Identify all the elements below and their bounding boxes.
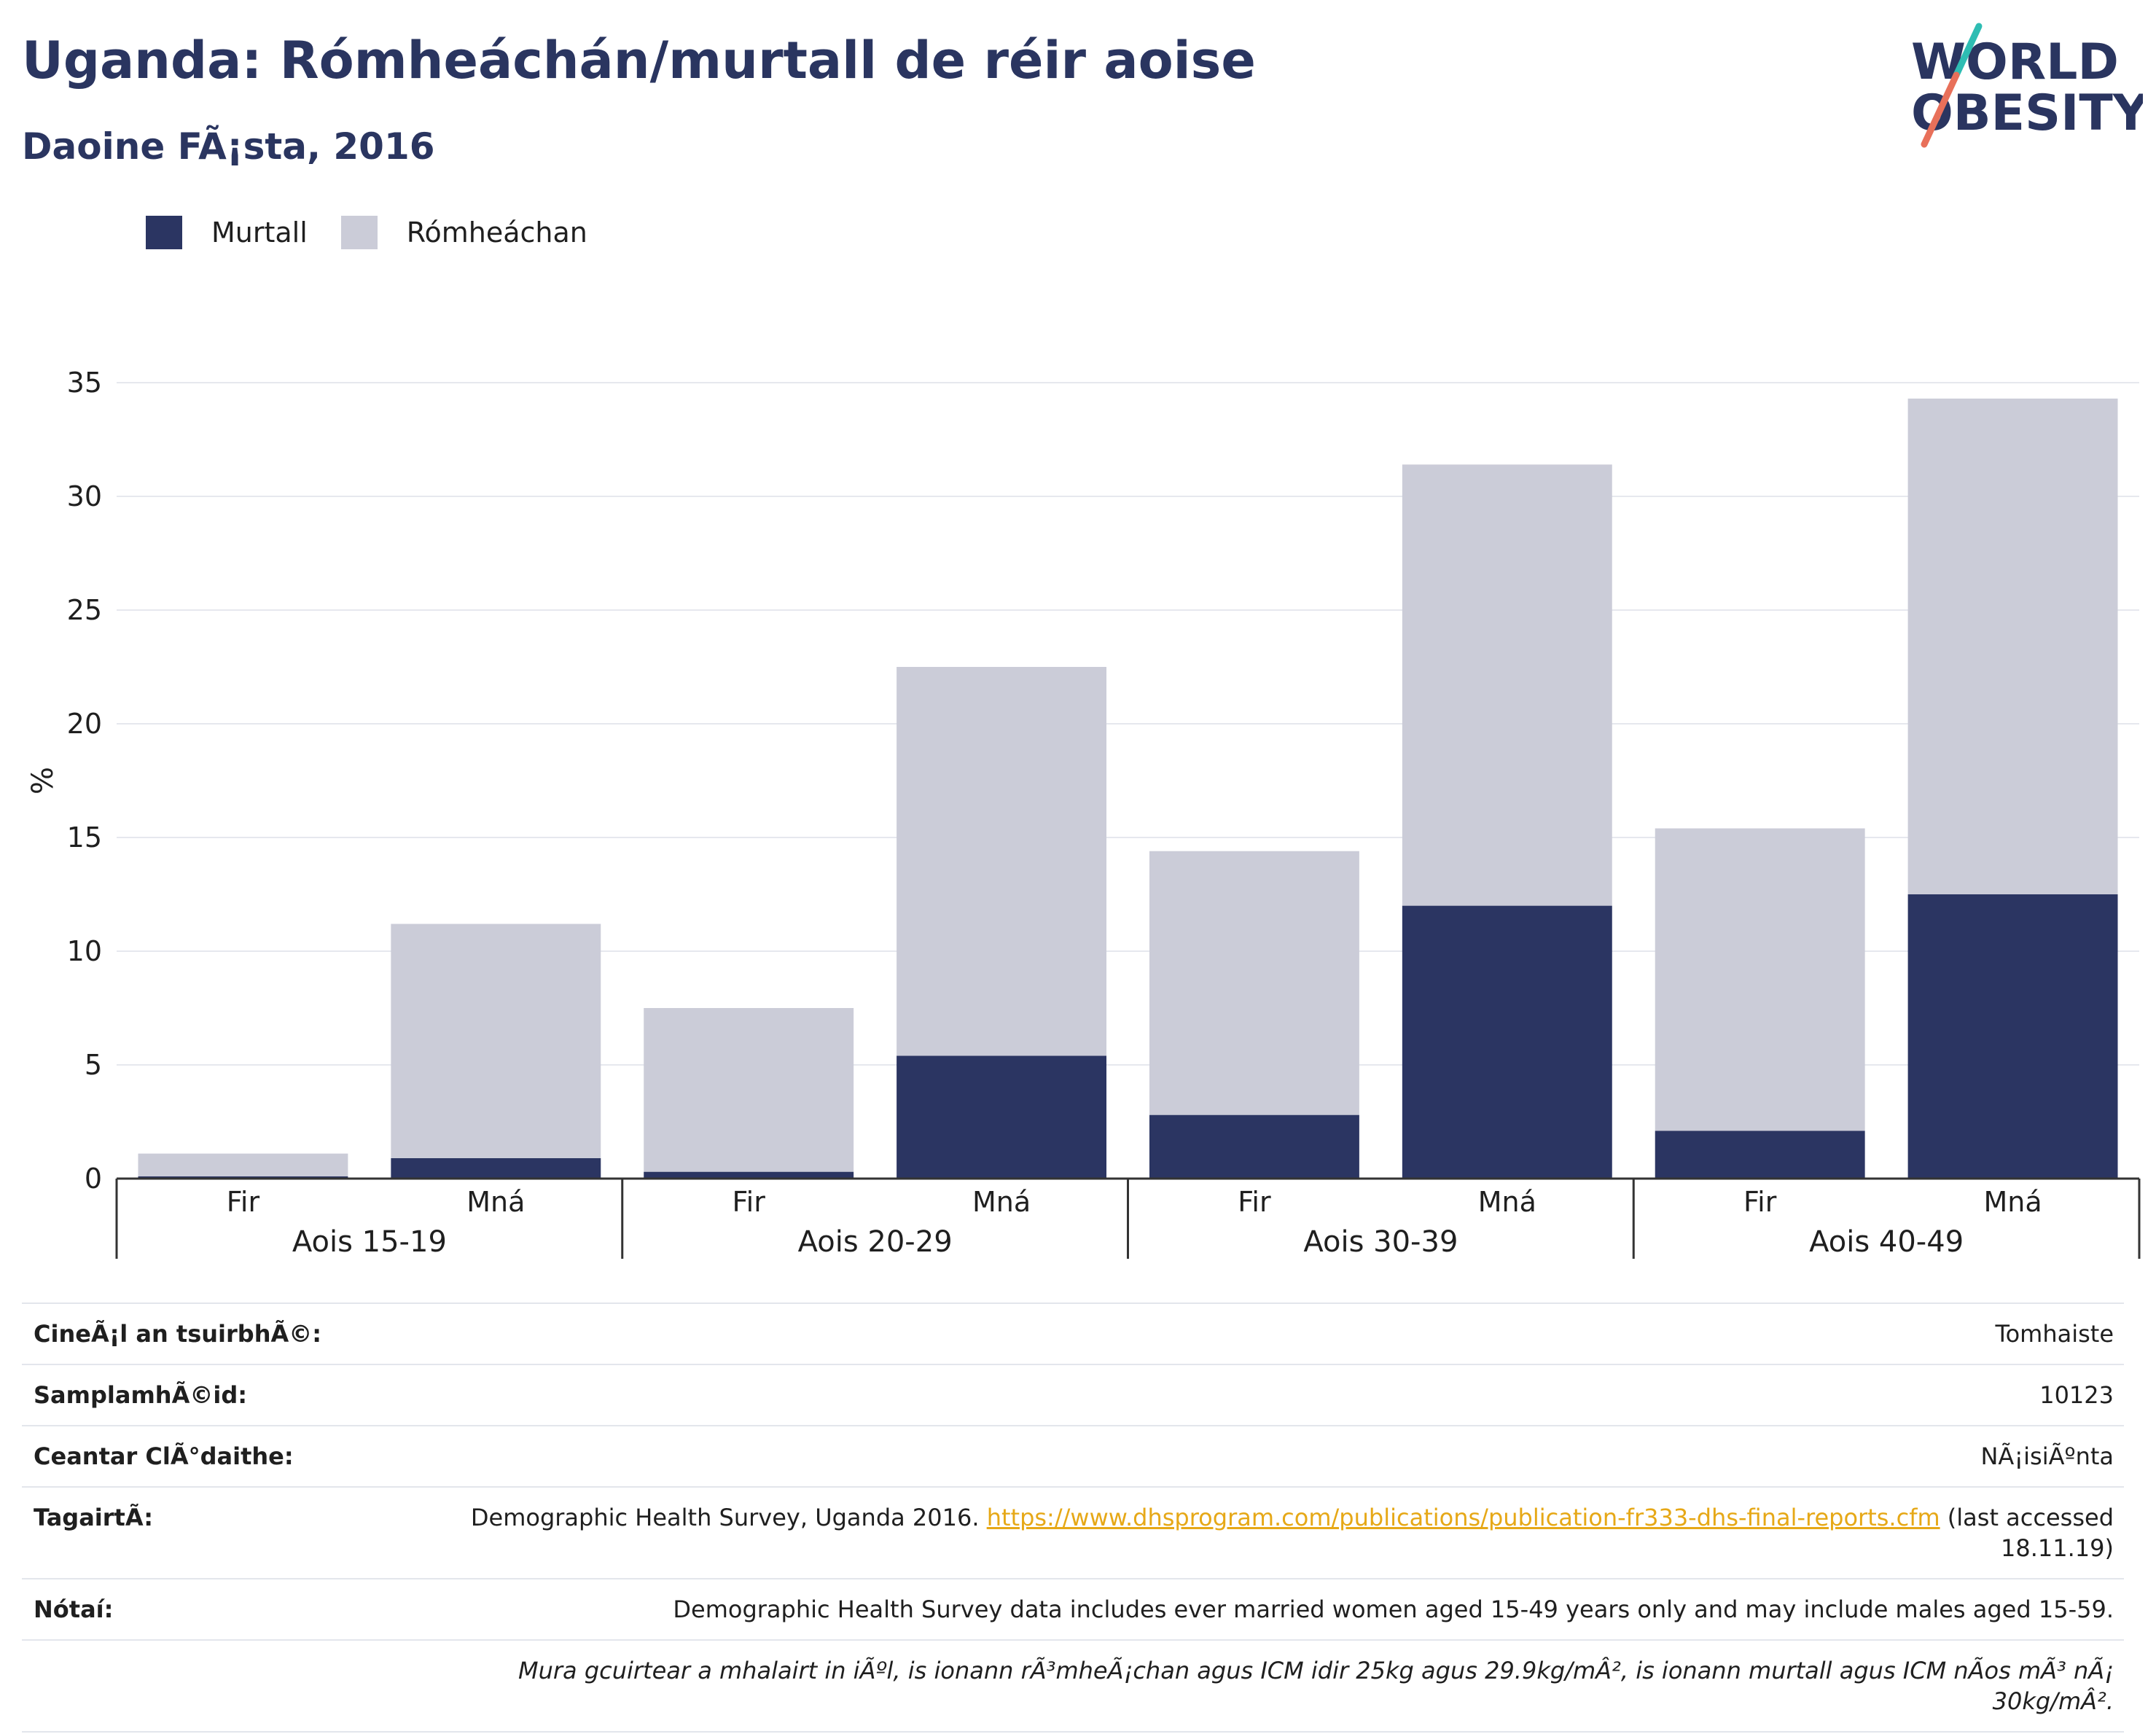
reference-link[interactable]: https://www.dhsprogram.com/publications/…	[986, 1504, 1940, 1531]
y-tick-label: 20	[67, 708, 102, 740]
bar-romheachan	[138, 1153, 348, 1176]
meta-definition: Mura gcuirtear a mhalairt in iÃºl, is io…	[452, 1639, 2124, 1733]
legend-label-romheachan: Rómheáchan	[406, 216, 587, 249]
meta-label: Ceantar ClÃ°daithe:	[22, 1425, 452, 1487]
reference-suffix: (last accessed 18.11.19)	[1947, 1504, 2114, 1562]
meta-value: Demographic Health Survey, Uganda 2016. …	[452, 1486, 2124, 1579]
legend-swatch-murtall	[146, 216, 182, 249]
chart-title: Uganda: Rómheáchán/murtall de réir aoise	[22, 31, 1256, 90]
meta-row-sample-size: SamplamhÃ©id: 10123	[22, 1364, 2124, 1426]
logo-slash-coral	[1921, 71, 1960, 148]
y-tick-label: 15	[67, 821, 102, 854]
bar-chart: 0 5 10 15 20 25 30 35% Fir Mná Fir Mná Fir Mná Fir Mná A…	[26, 367, 2141, 1259]
y-tick-label: 0	[85, 1163, 102, 1195]
bar-murtall	[1149, 1114, 1359, 1179]
meta-label	[22, 1639, 452, 1733]
group-label: Aois 40-49	[1809, 1225, 1964, 1259]
meta-label: TagairtÃ:	[22, 1486, 452, 1579]
x-tick-label: Fir	[227, 1186, 260, 1218]
legend-item-romheachan[interactable]: Rómheáchan	[340, 216, 587, 249]
bar-murtall	[1907, 894, 2118, 1179]
legend-label-murtall: Murtall	[211, 216, 308, 249]
bar-romheachan	[1907, 398, 2118, 894]
meta-label: CineÃ¡l an tsuirbhÃ©:	[22, 1303, 452, 1364]
x-tick-label: Mná	[466, 1186, 525, 1218]
meta-row-notes: Nótaí: Demographic Health Survey data in…	[22, 1578, 2124, 1640]
bar-romheachan	[1655, 828, 1865, 1131]
x-tick-label: Mná	[1983, 1186, 2042, 1218]
bar-romheachan	[1402, 464, 1612, 906]
x-tick-label: Mná	[1478, 1186, 1536, 1218]
meta-label: Nótaí:	[22, 1578, 452, 1640]
y-tick-label: 30	[67, 480, 102, 512]
meta-row-definition: Mura gcuirtear a mhalairt in iÃºl, is io…	[22, 1639, 2124, 1733]
x-tick-label: Fir	[1743, 1186, 1777, 1218]
bar-romheachan	[897, 667, 1107, 1056]
legend-swatch-romheachan	[340, 216, 378, 249]
x-tick-label: Fir	[1238, 1186, 1271, 1218]
metadata-table: CineÃ¡l an tsuirbhÃ©: Tomhaiste Samplamh…	[22, 1303, 2124, 1733]
y-tick-label: 25	[67, 594, 102, 626]
logo-line1: WORLD	[1911, 34, 2119, 91]
bar-murtall	[1402, 905, 1612, 1179]
reference-text: Demographic Health Survey, Uganda 2016.	[470, 1504, 980, 1531]
bar-murtall	[897, 1055, 1107, 1179]
meta-label: SamplamhÃ©id:	[22, 1364, 452, 1426]
x-tick-label: Mná	[972, 1186, 1031, 1218]
world-obesity-logo: WORLD OBESITY	[1895, 20, 2149, 159]
group-label: Aois 30-39	[1303, 1225, 1458, 1259]
logo-graphic: WORLD OBESITY	[1911, 23, 2149, 148]
bar-murtall	[391, 1157, 601, 1179]
meta-row-survey-type: CineÃ¡l an tsuirbhÃ©: Tomhaiste	[22, 1303, 2124, 1364]
y-tick-label: 35	[67, 367, 102, 399]
meta-value: 10123	[452, 1364, 2124, 1426]
group-label: Aois 20-29	[798, 1225, 953, 1259]
chart-subtitle: Daoine FÃ¡sta, 2016	[22, 125, 435, 168]
meta-value: Demographic Health Survey data includes …	[452, 1578, 2124, 1640]
meta-row-reference: TagairtÃ: Demographic Health Survey, Uga…	[22, 1486, 2124, 1579]
legend-item-murtall[interactable]: Murtall	[146, 216, 308, 249]
bar-romheachan	[644, 1008, 854, 1172]
y-tick-label: 5	[85, 1049, 102, 1081]
bar-romheachan	[1149, 851, 1359, 1115]
bar-murtall	[1655, 1130, 1865, 1179]
bar-romheachan	[391, 923, 601, 1158]
bar-murtall	[138, 1176, 348, 1179]
meta-row-area: Ceantar ClÃ°daithe: NÃ¡isiÃºnta	[22, 1425, 2124, 1487]
group-label: Aois 15-19	[292, 1225, 447, 1259]
x-tick-label: Fir	[733, 1186, 766, 1218]
meta-value: NÃ¡isiÃºnta	[452, 1425, 2124, 1487]
bar-murtall	[644, 1171, 854, 1179]
y-tick-label: 10	[67, 935, 102, 967]
logo-slash-teal	[1953, 23, 1983, 79]
meta-value: Tomhaiste	[452, 1303, 2124, 1364]
legend: Murtall Rómheáchan	[146, 216, 621, 249]
y-axis-label: %	[26, 767, 60, 794]
